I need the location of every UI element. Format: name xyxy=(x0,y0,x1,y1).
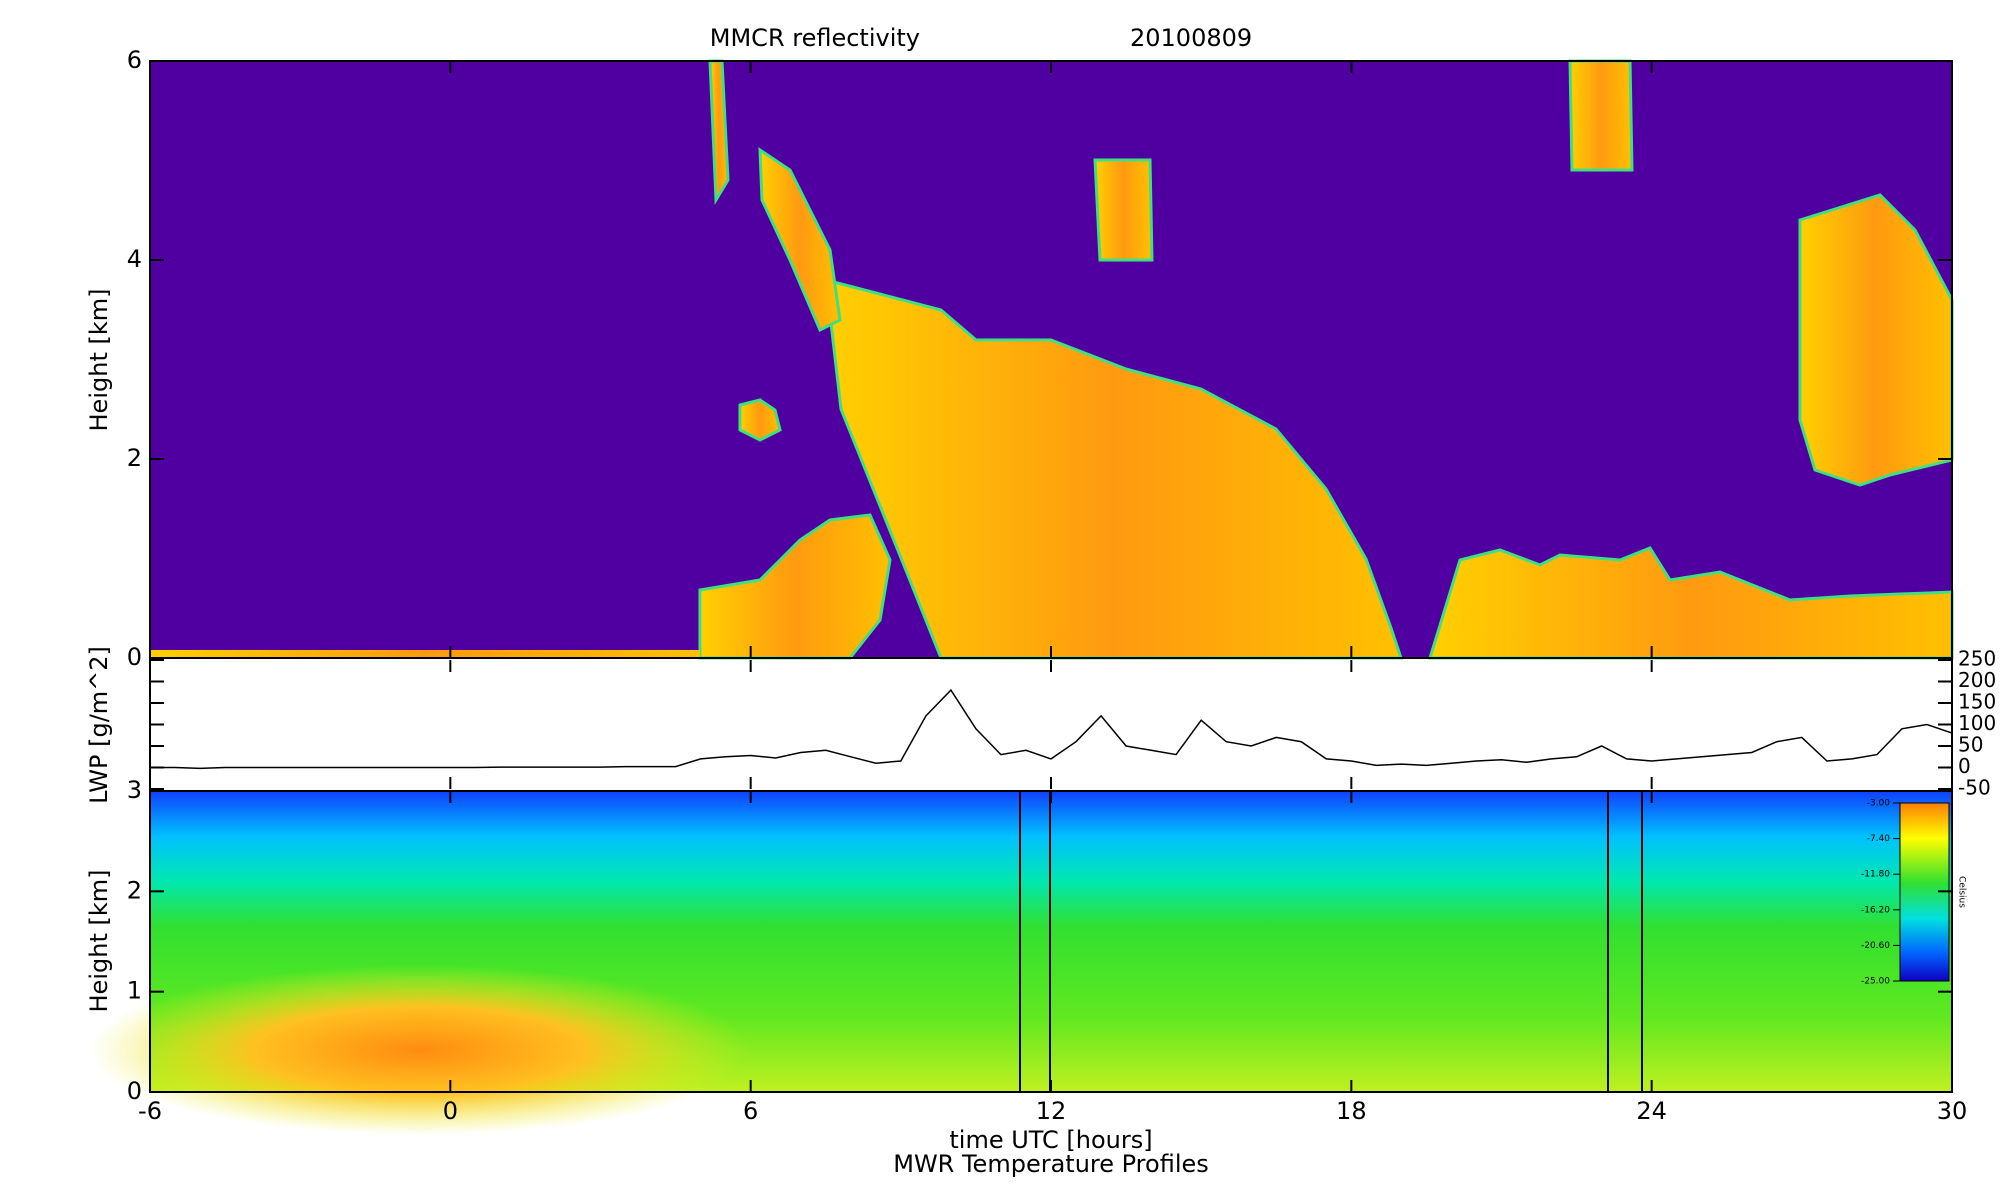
y-tick-label: 250 xyxy=(1958,647,1996,671)
y-tick-label: -50 xyxy=(1958,776,1991,800)
colorbar-tick-label: -11.80 xyxy=(1861,870,1890,880)
panel-subtitle: MWR Temperature Profiles xyxy=(893,1150,1209,1178)
y-tick-label: 1 xyxy=(127,977,142,1005)
x-tick-label: 24 xyxy=(1636,1097,1667,1125)
y-tick-label: 0 xyxy=(1958,754,1971,778)
reflectivity-field xyxy=(150,59,1954,660)
colorbar-tick-label: -3.00 xyxy=(1867,799,1891,809)
y-tick-label: 0 xyxy=(127,1077,142,1105)
x-tick-label: 0 xyxy=(443,1097,458,1125)
chart-title: MMCR reflectivity xyxy=(710,24,920,52)
x-tick-label: 12 xyxy=(1036,1097,1067,1125)
colorbar-tick-label: -20.60 xyxy=(1861,941,1890,951)
y-tick-label: 50 xyxy=(1958,733,1983,757)
colorbar-tick-label: -7.40 xyxy=(1867,834,1891,844)
lwp-line xyxy=(150,688,1953,770)
y-tick-label: 100 xyxy=(1958,711,1996,735)
y-tick-label: 200 xyxy=(1958,668,1996,692)
x-tick-label: -6 xyxy=(138,1097,162,1125)
y-tick-label: 2 xyxy=(127,876,142,904)
y-tick-label: 150 xyxy=(1958,690,1996,714)
y-tick-label: 0 xyxy=(127,643,142,671)
chart-date: 20100809 xyxy=(1130,24,1252,52)
x-axis-label: time UTC [hours] xyxy=(949,1126,1152,1154)
y-tick-label: 6 xyxy=(127,46,142,74)
y-axis-label: LWP [g/m^2] xyxy=(85,646,113,804)
temperature-field xyxy=(90,791,1952,1135)
y-tick-label: 3 xyxy=(127,776,142,804)
x-tick-label: 18 xyxy=(1336,1097,1367,1125)
colorbar-tick-label: -16.20 xyxy=(1861,905,1890,915)
y-axis-label: Height [km] xyxy=(85,870,113,1013)
x-tick-label: 30 xyxy=(1937,1097,1968,1125)
y-tick-label: 2 xyxy=(127,444,142,472)
y-tick-label: 4 xyxy=(127,245,142,273)
colorbar-tick-label: -25.00 xyxy=(1861,977,1890,987)
colorbar-label: Celsius xyxy=(1957,876,1967,908)
x-tick-label: 6 xyxy=(743,1097,758,1125)
y-axis-label: Height [km] xyxy=(85,289,113,432)
